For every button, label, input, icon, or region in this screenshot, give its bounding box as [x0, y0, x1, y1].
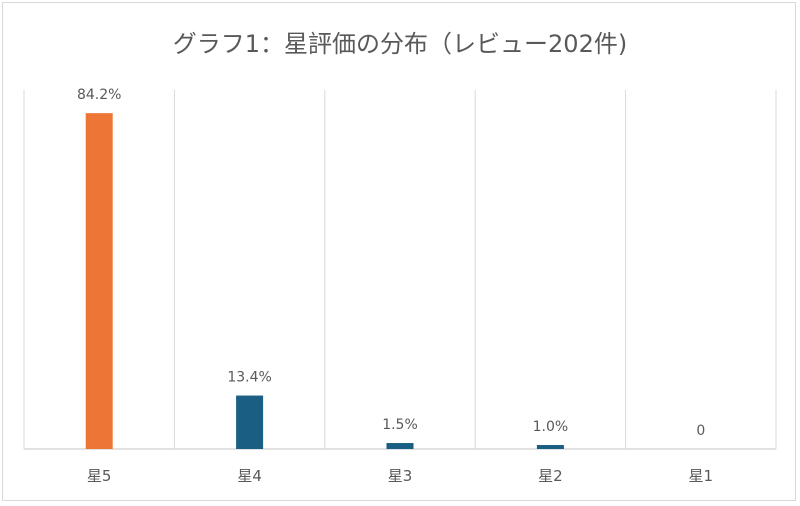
chart-frame — [2, 2, 796, 501]
bar-星2 — [536, 445, 564, 449]
data-label: 84.2% — [77, 87, 121, 103]
x-tick-label: 星3 — [388, 467, 413, 485]
x-tick-label: 星2 — [538, 467, 563, 485]
data-label: 13.4% — [227, 370, 271, 386]
x-tick-label: 星1 — [689, 467, 714, 485]
bar-星4 — [236, 395, 264, 449]
x-tick-label: 星5 — [87, 467, 112, 485]
bar-星5 — [85, 113, 113, 449]
bar-星3 — [386, 443, 414, 449]
x-tick-label: 星4 — [237, 467, 262, 485]
data-label: 0 — [696, 423, 705, 439]
data-label: 1.5% — [382, 417, 418, 433]
chart-title: グラフ1：星評価の分布（レビュー202件) — [173, 30, 627, 58]
data-label: 1.0% — [533, 419, 569, 435]
